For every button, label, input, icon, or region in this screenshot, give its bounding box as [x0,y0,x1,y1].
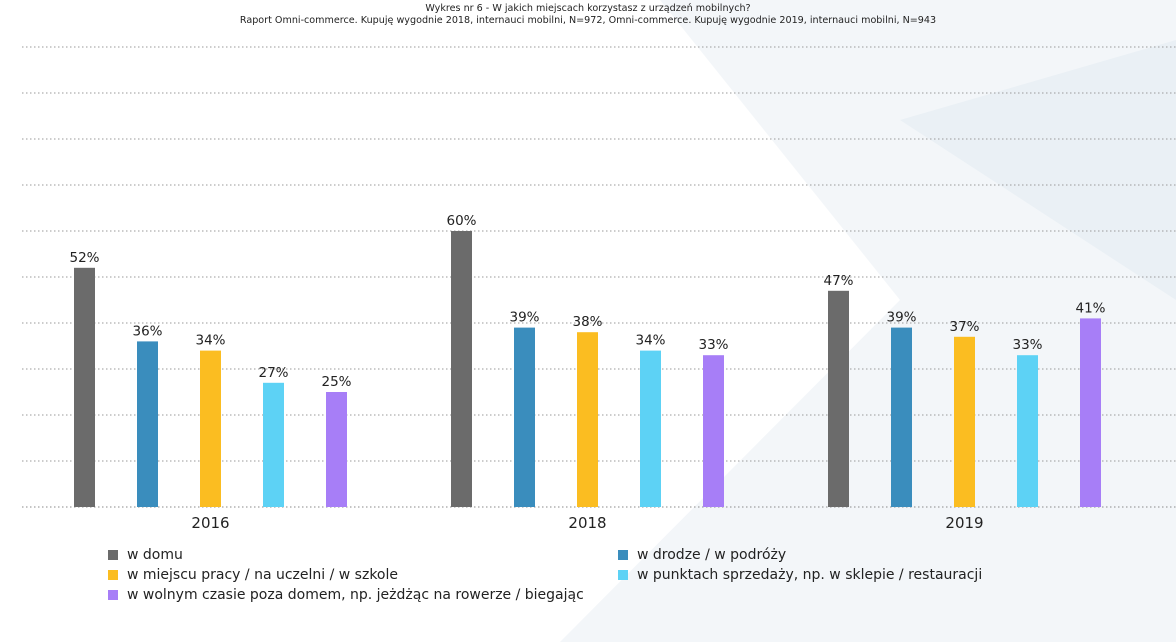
data-label: 52% [69,250,99,266]
data-label: 60% [446,213,476,229]
data-label: 47% [823,273,853,289]
bar [514,327,535,507]
bar [891,327,912,507]
legend-swatch [108,570,118,580]
data-label: 34% [635,333,665,349]
legend-swatch [618,550,628,560]
legend-item-w-domu: w domu [108,547,183,563]
legend-label: w wolnym czasie poza domem, np. jeżdżąc … [127,587,584,603]
data-label: 34% [195,333,225,349]
legend-item-w-drodze: w drodze / w podróży [618,547,786,563]
x-tick-label: 2018 [568,514,606,532]
legend-label: w miejscu pracy / na uczelni / w szkole [127,567,398,583]
data-label: 25% [321,374,351,390]
bar [828,290,849,507]
bar [451,231,472,507]
legend-label: w domu [127,547,183,563]
data-label: 37% [949,319,979,335]
legend-item-w-punktach-sprzedazy: w punktach sprzedaży, np. w sklepie / re… [618,567,982,583]
bar [1080,318,1101,507]
x-tick-label: 2016 [191,514,229,532]
data-label: 27% [258,365,288,381]
bar [703,355,724,507]
legend: w domu w drodze / w podróży w miejscu pr… [108,547,1108,617]
legend-item-w-wolnym-czasie: w wolnym czasie poza domem, np. jeżdżąc … [108,587,584,603]
bar [263,382,284,507]
legend-swatch [108,550,118,560]
legend-label: w drodze / w podróży [637,547,787,563]
data-label: 33% [698,337,728,353]
bar [326,392,347,507]
chart-title: Wykres nr 6 - W jakich miejscach korzyst… [425,3,751,14]
x-tick-label: 2019 [945,514,983,532]
bar [640,350,661,507]
bar [577,332,598,507]
bar [954,336,975,507]
legend-label: w punktach sprzedaży, np. w sklepie / re… [637,567,983,583]
legend-swatch [618,570,628,580]
bar [200,350,221,507]
data-label: 36% [132,323,162,339]
data-label: 39% [509,310,539,326]
data-label: 41% [1075,300,1105,316]
data-label: 39% [886,310,916,326]
data-label: 38% [572,314,602,330]
legend-swatch [108,590,118,600]
legend-item-w-miejscu-pracy: w miejscu pracy / na uczelni / w szkole [108,567,398,583]
bar [137,341,158,507]
chart-subtitle: Raport Omni-commerce. Kupuję wygodnie 20… [239,15,937,26]
chart-header: Wykres nr 6 - W jakich miejscach korzyst… [0,3,1176,27]
bar [1017,355,1038,507]
data-label: 33% [1012,337,1042,353]
bar [74,267,95,507]
